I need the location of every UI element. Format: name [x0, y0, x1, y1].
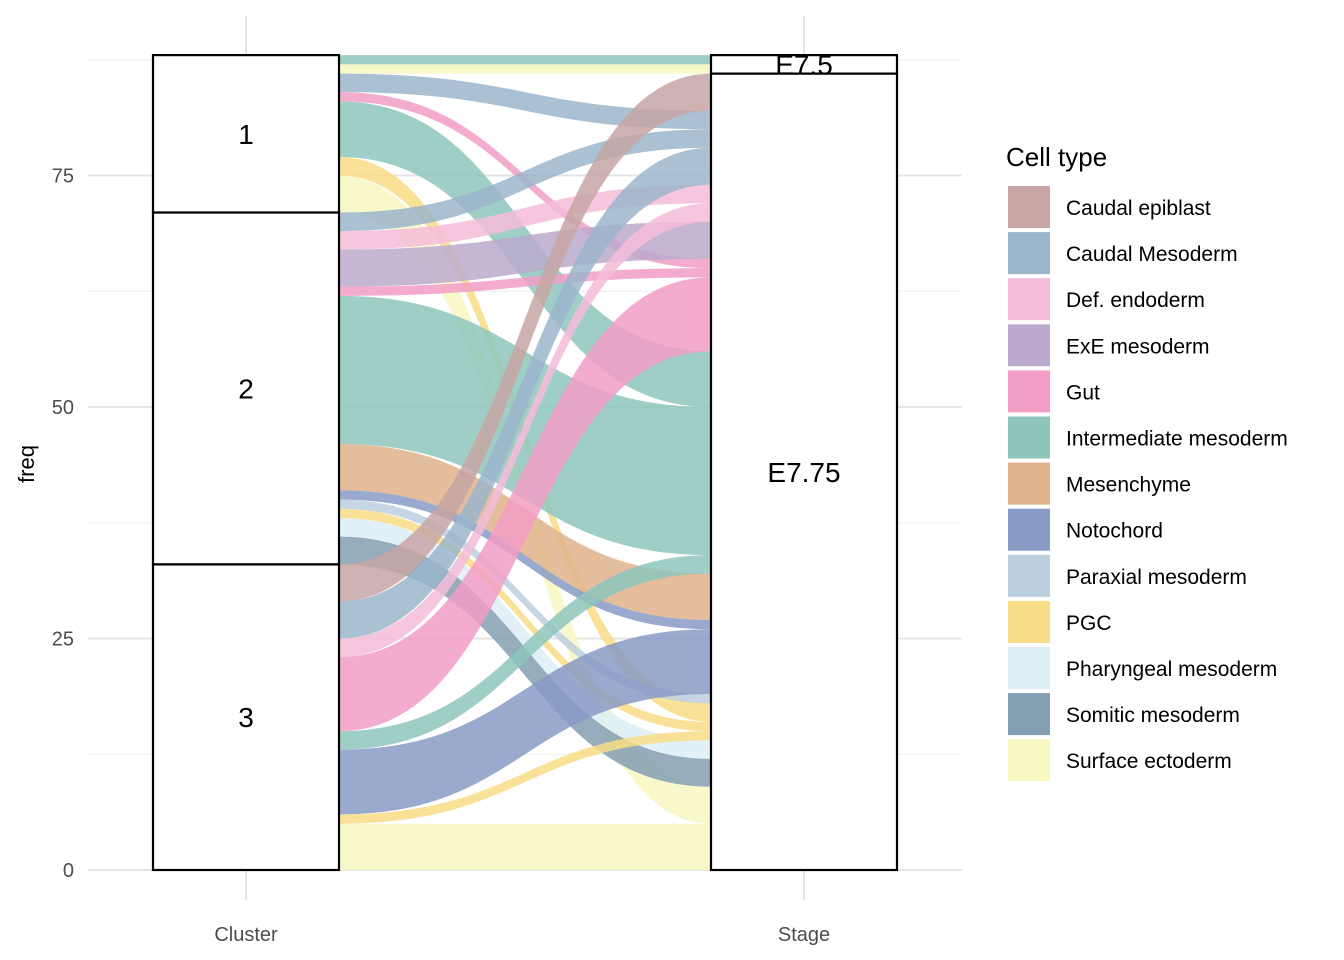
flow-def-endoderm	[339, 203, 711, 658]
legend-swatch	[1008, 324, 1050, 367]
legend-swatch	[1008, 370, 1050, 413]
stage-stratum-label: E7.75	[767, 457, 840, 488]
flow-somitic-mesoderm	[339, 536, 711, 787]
legend-swatch	[1008, 647, 1050, 689]
flow-surface-ectoderm	[339, 64, 711, 74]
alluvial-flows	[339, 55, 711, 870]
x-tick-label: Stage	[778, 924, 830, 946]
legend-label: Notochord	[1066, 520, 1163, 543]
legend-label: Caudal Mesoderm	[1066, 243, 1238, 266]
cluster-stratum-label: 3	[238, 702, 254, 733]
legend-label: Intermediate mesoderm	[1066, 428, 1288, 451]
legend-swatch	[1008, 554, 1050, 597]
legend-swatch	[1008, 186, 1050, 228]
flow-intermediate-mesoderm	[339, 55, 711, 65]
y-axis-title: freq	[14, 445, 39, 483]
y-tick-label: 25	[52, 629, 74, 651]
legend-label: Somitic mesoderm	[1066, 704, 1240, 727]
legend-label: ExE mesoderm	[1066, 335, 1210, 358]
x-tick-label: Cluster	[214, 924, 278, 946]
flow-notochord	[339, 629, 711, 815]
cluster-stratum-box	[151, 54, 341, 214]
y-tick-label: 75	[52, 166, 74, 188]
legend-swatch	[1008, 693, 1050, 736]
flow-notochord	[339, 490, 711, 630]
flow-exe-mesoderm	[339, 221, 711, 287]
legend-swatch	[1008, 600, 1050, 643]
legend-label: Surface ectoderm	[1066, 750, 1232, 773]
x-axis: Cluster Stage	[214, 924, 830, 946]
legend-label: Mesenchyme	[1066, 474, 1191, 497]
cluster-stratum-box	[151, 563, 341, 872]
legend-swatch	[1008, 462, 1050, 505]
legend-title: Cell type	[1006, 142, 1107, 172]
flow-gut	[339, 277, 711, 732]
flow-caudal-epiblast	[339, 73, 711, 602]
flow-gut	[339, 268, 711, 296]
legend-label: Def. endoderm	[1066, 289, 1205, 312]
flow-pharyngeal-mesoderm	[339, 518, 711, 759]
legend: Cell type Caudal epiblast Caudal Mesoderm…	[1006, 142, 1288, 782]
legend-label: Gut	[1066, 381, 1100, 404]
flow-intermediate-mesoderm	[339, 555, 711, 750]
legend-label: Caudal epiblast	[1066, 197, 1211, 220]
stage-stratum-box	[709, 72, 899, 872]
cluster-stratum-box	[151, 211, 341, 566]
legend-label: Pharyngeal mesoderm	[1066, 658, 1277, 681]
flow-pgc	[339, 508, 711, 732]
legend-swatch	[1008, 416, 1050, 459]
cluster-stratum-label: 2	[238, 373, 254, 404]
legend-label: Paraxial mesoderm	[1066, 566, 1247, 589]
y-tick-label: 0	[63, 860, 74, 882]
legend-swatch	[1008, 508, 1050, 551]
flow-surface-ectoderm	[339, 823, 711, 870]
flow-caudal-mesoderm	[339, 147, 711, 639]
flow-caudal-mesoderm	[339, 73, 711, 130]
cluster-stratum-label: 1	[238, 119, 254, 150]
y-axis: 0 25 50 75	[52, 166, 74, 883]
legend-swatch	[1008, 232, 1050, 275]
legend-swatch	[1008, 739, 1050, 782]
flow-pgc	[339, 731, 711, 824]
legend-swatch	[1008, 278, 1050, 321]
legend-label: PGC	[1066, 612, 1112, 635]
y-tick-label: 50	[52, 397, 74, 419]
flow-paraxial-mesoderm	[339, 499, 711, 704]
